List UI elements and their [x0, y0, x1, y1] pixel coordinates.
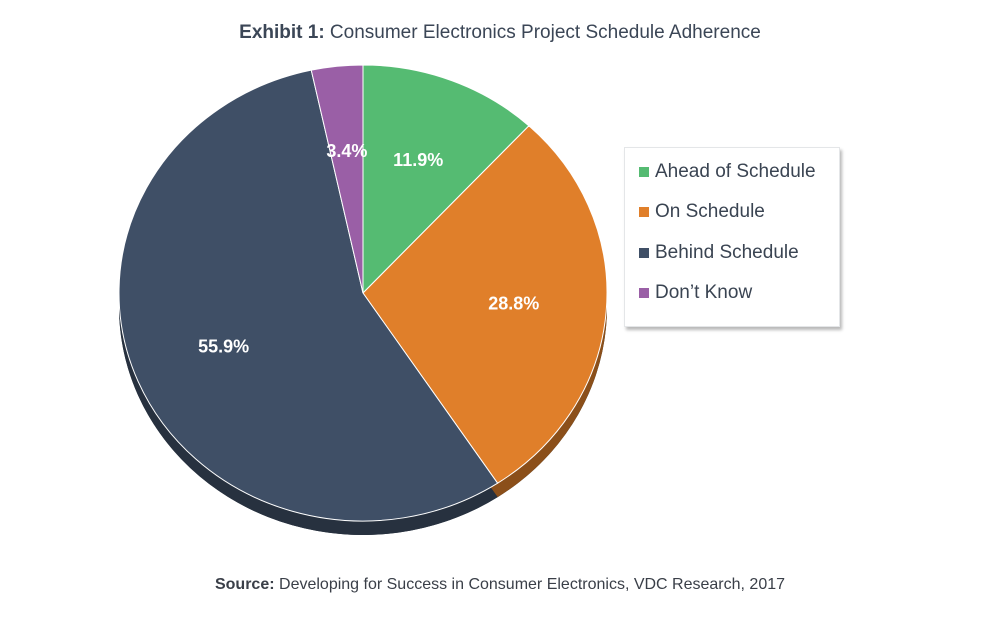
chart-title-text: Consumer Electronics Project Schedule Ad… [324, 22, 761, 43]
chart-legend: Ahead of Schedule On Schedule Behind Sch… [624, 147, 840, 327]
pie-slice-on[interactable] [362, 125, 608, 484]
pie-label-dont-know: 3.4% [326, 141, 367, 161]
source-prefix: Source: [214, 576, 275, 593]
legend-item-dont-know: Don’t Know [639, 281, 752, 305]
legend-swatch-behind [639, 248, 649, 258]
legend-item-on: On Schedule [639, 200, 765, 224]
pie-label-on: 28.8% [488, 293, 539, 313]
source-text: Developing for Success in Consumer Elect… [274, 576, 786, 593]
legend-item-behind: Behind Schedule [639, 241, 799, 265]
pie-slice-behind[interactable] [118, 69, 499, 522]
pie-labels-layer: 11.9% 28.8% 55.9% 3.4% [198, 141, 539, 357]
pie-slices-layer [118, 64, 608, 522]
legend-swatch-on [639, 207, 649, 217]
pie-label-ahead: 11.9% [393, 150, 443, 170]
pie-label-behind: 55.9% [198, 337, 249, 357]
pie-slice-ahead[interactable] [362, 64, 530, 295]
chart-title-prefix: Exhibit 1: [239, 22, 325, 43]
pie-slice-dont-know[interactable] [310, 64, 364, 294]
legend-swatch-dont-know [639, 288, 649, 298]
chart-source: Source: Developing for Success in Consum… [0, 576, 1000, 594]
legend-label-on: On Schedule [655, 201, 765, 222]
legend-label-ahead: Ahead of Schedule [655, 161, 816, 182]
legend-swatch-ahead [639, 167, 649, 177]
legend-label-dont-know: Don’t Know [655, 282, 753, 303]
legend-item-ahead: Ahead of Schedule [639, 160, 816, 184]
chart-title: Exhibit 1: Consumer Electronics Project … [0, 22, 1000, 44]
legend-label-behind: Behind Schedule [655, 242, 799, 263]
